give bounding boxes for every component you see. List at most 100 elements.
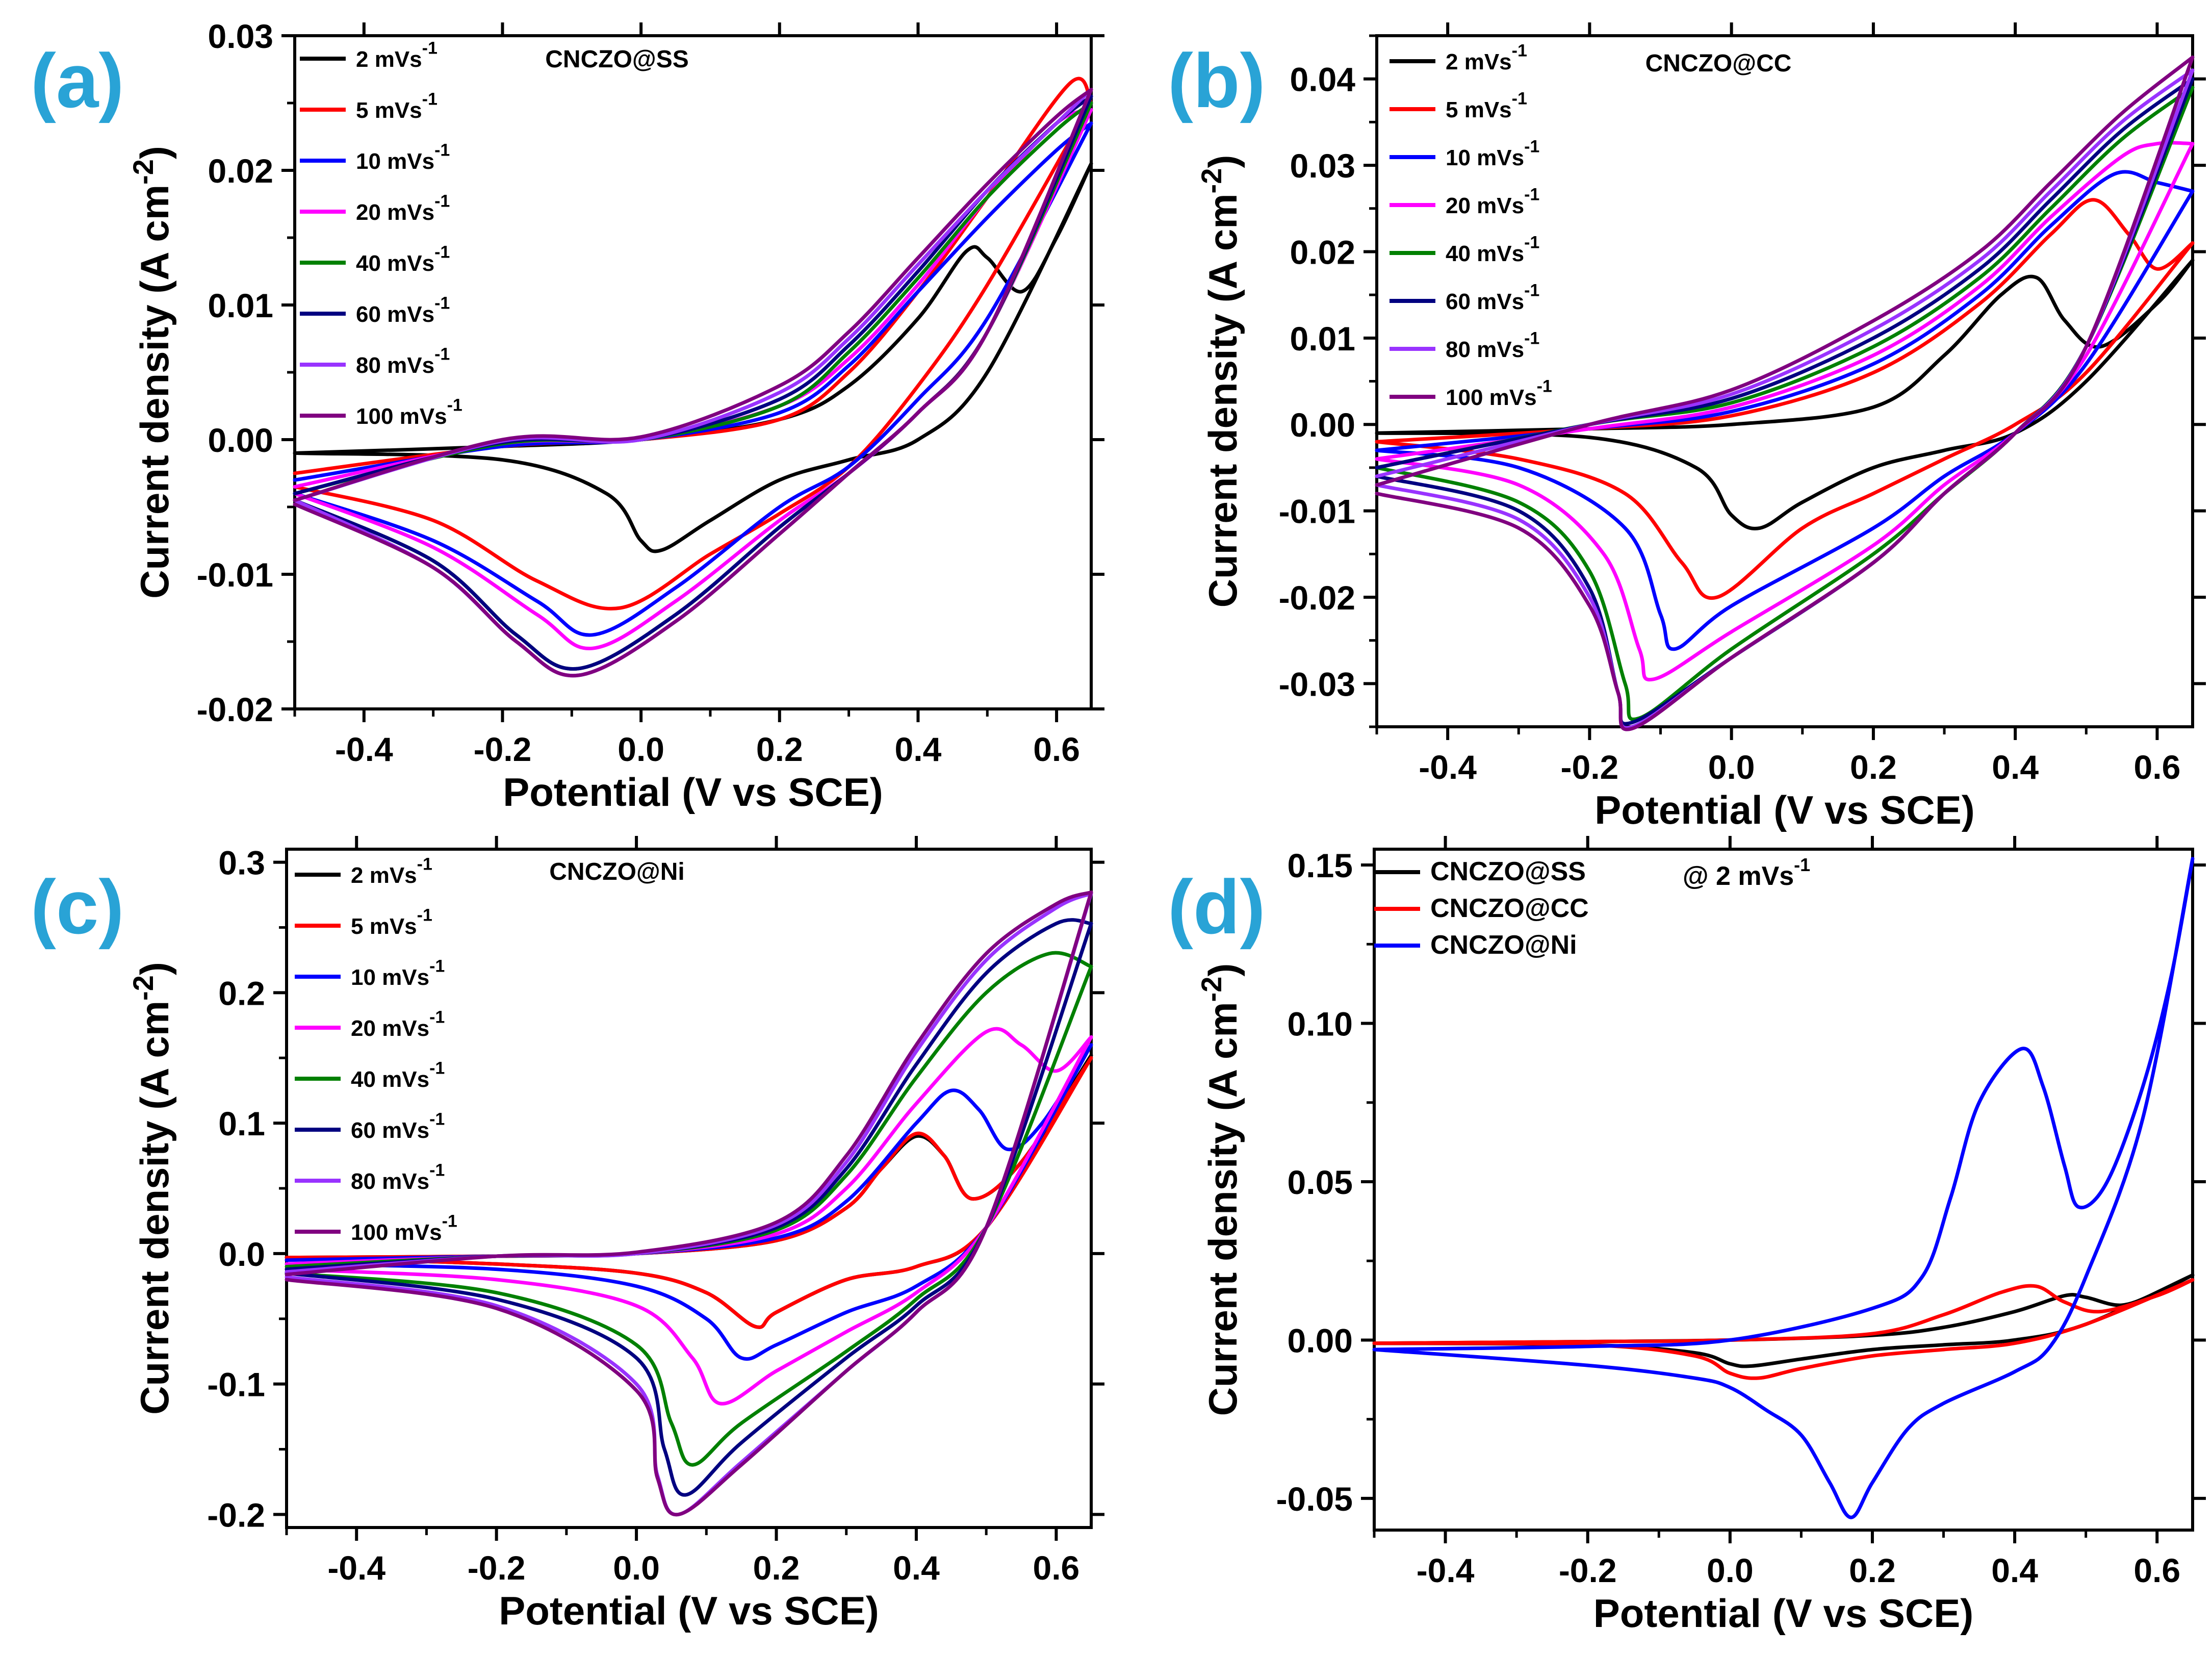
y-tick-label: 0.03 bbox=[1290, 147, 1355, 185]
legend-entry: 80 mVs-1 bbox=[351, 1161, 445, 1194]
x-tick-label: 0.6 bbox=[1033, 730, 1080, 768]
x-axis-label: Potential (V vs SCE) bbox=[1594, 787, 1975, 832]
y-tick-label: -0.02 bbox=[1279, 579, 1355, 617]
y-tick-label: -0.01 bbox=[197, 556, 273, 594]
legend-entry: 5 mVs-1 bbox=[351, 906, 432, 939]
panel-letter: (b) bbox=[1168, 38, 1266, 123]
legend-entry: 100 mVs-1 bbox=[356, 396, 462, 429]
y-tick-label: 0.01 bbox=[1290, 320, 1355, 358]
panel-title: CNCZO@Ni bbox=[549, 858, 684, 885]
y-tick-label: 0.00 bbox=[208, 421, 273, 459]
x-tick-label: 0.2 bbox=[753, 1549, 800, 1587]
legend-entry: 5 mVs-1 bbox=[356, 90, 438, 123]
series-line-100-mvs bbox=[1375, 55, 2195, 731]
legend-entry: 60 mVs-1 bbox=[351, 1110, 445, 1143]
x-tick-label: -0.4 bbox=[1417, 1551, 1475, 1589]
plot-frame bbox=[1373, 848, 2194, 1532]
y-tick-label: -0.2 bbox=[207, 1496, 265, 1534]
series-line-100-mvs bbox=[293, 88, 1093, 678]
panel-c: -0.4 -0.2 0.0 0.2 0.4 0.6 -0.2 -0.1 0.0 0.1 0.2 0.3… bbox=[31, 836, 1104, 1633]
legend-entry: 5 mVs-1 bbox=[1446, 89, 1527, 123]
panel-title: @ 2 mVs-1 bbox=[1683, 854, 1810, 891]
y-tick-label: 0.1 bbox=[218, 1105, 265, 1142]
x-axis-label: Potential (V vs SCE) bbox=[1593, 1591, 1974, 1636]
y-tick-label: -0.02 bbox=[197, 691, 273, 728]
legend-entry: 40 mVs-1 bbox=[351, 1059, 445, 1092]
y-axis-label: Current density (A cm-2) bbox=[127, 962, 177, 1415]
y-tick-label: -0.1 bbox=[207, 1366, 265, 1404]
series-line-20-mvs bbox=[1375, 141, 2195, 682]
panel-a: -0.4 -0.2 0.0 0.2 0.4 0.6 -0.02 -0.01 0.00 0.01 0.… bbox=[31, 17, 1104, 815]
x-tick-label: 0.4 bbox=[895, 730, 942, 768]
y-tick-label: 0.03 bbox=[208, 17, 273, 55]
y-tick-label: 0.00 bbox=[1288, 1321, 1353, 1359]
x-tick-label: -0.2 bbox=[474, 730, 532, 768]
x-tick-label: 0.2 bbox=[1849, 1551, 1896, 1589]
y-tick-label: 0.2 bbox=[218, 974, 265, 1012]
x-tick-label: 0.4 bbox=[893, 1549, 940, 1587]
panel-b: -0.4 -0.2 0.0 0.2 0.4 0.6 -0.03 -0.02 -0.01 0.00 0… bbox=[1168, 22, 2206, 832]
x-tick-label: 0.2 bbox=[1850, 748, 1897, 786]
x-tick-label: -0.4 bbox=[327, 1549, 385, 1587]
legend-entry: CNCZO@Ni bbox=[1430, 930, 1577, 960]
panel-letter: (d) bbox=[1168, 864, 1266, 950]
legend-entry: 20 mVs-1 bbox=[356, 192, 450, 225]
legend-entry: 2 mVs-1 bbox=[356, 39, 438, 72]
x-tick-label: -0.2 bbox=[1561, 748, 1619, 786]
legend-entry: 20 mVs-1 bbox=[351, 1008, 445, 1041]
panel-letter: (c) bbox=[31, 864, 124, 950]
x-tick-label: -0.2 bbox=[1559, 1551, 1617, 1589]
legend-entry: 100 mVs-1 bbox=[351, 1212, 457, 1245]
y-tick-label: 0.02 bbox=[208, 152, 273, 190]
series-line-cnczo-ni bbox=[1372, 857, 2195, 1519]
legend-entry: 80 mVs-1 bbox=[356, 345, 450, 378]
legend-entry: 20 mVs-1 bbox=[1446, 185, 1539, 219]
legend-entry: 60 mVs-1 bbox=[356, 294, 450, 327]
x-tick-label: -0.2 bbox=[468, 1549, 526, 1587]
y-axis-label: Current density (A cm-2) bbox=[127, 146, 177, 599]
legend-entry: 2 mVs-1 bbox=[351, 855, 432, 888]
x-tick-label: 0.2 bbox=[756, 730, 803, 768]
legend-entry: 10 mVs-1 bbox=[1446, 137, 1539, 171]
x-axis-label: Potential (V vs SCE) bbox=[503, 770, 883, 815]
legend-entry: 10 mVs-1 bbox=[356, 141, 450, 174]
legend-entry: 40 mVs-1 bbox=[1446, 233, 1539, 267]
y-axis-label: Current density (A cm-2) bbox=[1195, 963, 1245, 1416]
x-tick-label: -0.4 bbox=[335, 730, 393, 768]
panel-letter: (a) bbox=[31, 38, 124, 123]
series-line-40-mvs bbox=[293, 101, 1093, 671]
x-tick-label: 0.4 bbox=[1991, 1551, 2038, 1589]
legend-entry: 80 mVs-1 bbox=[1446, 329, 1539, 363]
y-tick-label: 0.10 bbox=[1288, 1005, 1353, 1043]
y-tick-label: 0.15 bbox=[1288, 847, 1353, 884]
y-tick-label: -0.03 bbox=[1279, 665, 1355, 703]
y-tick-label: 0.3 bbox=[218, 844, 265, 882]
y-tick-label: 0.02 bbox=[1290, 233, 1355, 271]
x-axis-label: Potential (V vs SCE) bbox=[499, 1588, 879, 1633]
y-tick-label: 0.01 bbox=[208, 287, 273, 324]
series-line-cnczo-ss bbox=[1372, 1273, 2195, 1368]
y-tick-label: 0.04 bbox=[1290, 61, 1356, 98]
x-tick-label: 0.0 bbox=[613, 1549, 660, 1587]
y-tick-label: -0.05 bbox=[1276, 1480, 1353, 1518]
legend-entry: 40 mVs-1 bbox=[356, 243, 450, 276]
legend-entry: 10 mVs-1 bbox=[351, 957, 445, 990]
x-tick-label: 0.6 bbox=[2133, 1551, 2180, 1589]
panel-d: -0.4 -0.2 0.0 0.2 0.4 0.6 -0.05 0.00 0.05 0.10 0.1… bbox=[1168, 836, 2206, 1636]
y-tick-label: 0.05 bbox=[1288, 1163, 1353, 1201]
series-line-10-mvs bbox=[293, 121, 1093, 637]
y-axis-label: Current density (A cm-2) bbox=[1195, 155, 1245, 608]
x-tick-label: 0.6 bbox=[2134, 748, 2181, 786]
y-tick-label: -0.01 bbox=[1279, 493, 1355, 530]
legend-entry: 100 mVs-1 bbox=[1446, 377, 1552, 411]
y-tick-label: 0.00 bbox=[1290, 406, 1355, 444]
panel-title: CNCZO@SS bbox=[545, 46, 688, 73]
legend-entry: CNCZO@SS bbox=[1430, 857, 1586, 886]
x-tick-label: 0.4 bbox=[1992, 748, 2039, 786]
series-line-60-mvs bbox=[293, 94, 1093, 671]
series-line-100-mvs bbox=[285, 890, 1093, 1517]
legend-entry: 60 mVs-1 bbox=[1446, 281, 1539, 315]
series-line-60-mvs bbox=[285, 918, 1093, 1497]
legend-entry: 2 mVs-1 bbox=[1446, 41, 1527, 75]
